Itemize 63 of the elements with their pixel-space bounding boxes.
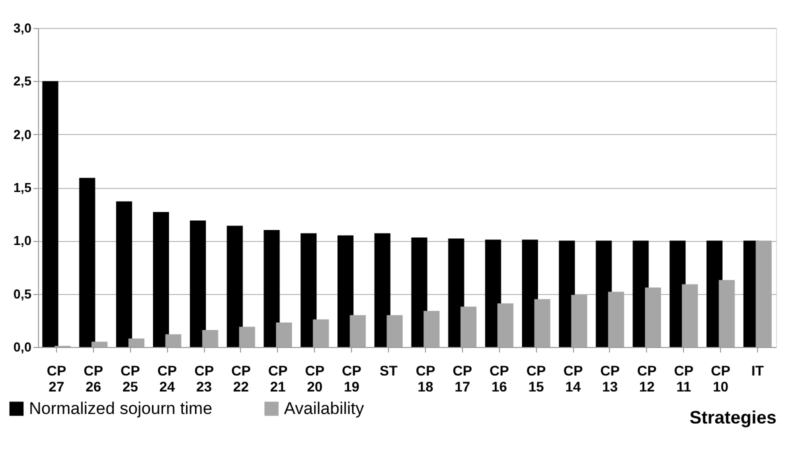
- x-tick-label: CP 24: [157, 362, 177, 394]
- bar: [190, 220, 206, 347]
- bar: [448, 238, 464, 347]
- y-tick-label: 2,0: [13, 126, 32, 142]
- x-tick-label: CP 12: [637, 362, 657, 394]
- bar: [608, 292, 624, 347]
- bar: [312, 319, 329, 347]
- bar: [485, 240, 502, 347]
- bar: [239, 326, 256, 347]
- x-axis-title: Strategies: [689, 408, 776, 428]
- x-tick-label: CP 22: [231, 362, 251, 394]
- bar: [92, 342, 108, 347]
- bar: [374, 233, 390, 347]
- x-tick-label: CP 20: [305, 362, 324, 394]
- bar: [165, 334, 182, 347]
- x-tick-label: CP 15: [526, 362, 546, 394]
- bar: [571, 294, 588, 347]
- bar: [497, 303, 514, 347]
- bar: [276, 322, 292, 347]
- bar: [522, 240, 538, 347]
- bar: [338, 235, 354, 347]
- bar: [411, 237, 428, 347]
- x-tick-label: CP 13: [600, 362, 620, 394]
- bar: [645, 287, 661, 347]
- x-tick-label: ST: [380, 362, 398, 378]
- bar: [116, 201, 132, 347]
- y-tick-label: 1,5: [13, 180, 32, 195]
- y-tick-label: 0,0: [13, 340, 32, 354]
- bar: [460, 306, 476, 347]
- bar: [350, 315, 366, 347]
- bar: [300, 233, 317, 347]
- x-tick-label: CP 26: [84, 362, 104, 394]
- legend-label: Availability: [284, 398, 365, 418]
- x-tick-label: CP 10: [710, 362, 730, 394]
- bar: [226, 226, 243, 347]
- x-tick-label: CP 17: [452, 362, 472, 394]
- bar: [534, 299, 550, 347]
- bar: [682, 284, 698, 347]
- bar: [153, 212, 169, 347]
- x-tick-label: CP 18: [416, 362, 436, 394]
- bar: [42, 81, 58, 347]
- bar: [424, 310, 440, 347]
- bar: [718, 280, 735, 347]
- bar: [386, 315, 403, 347]
- bar: [202, 330, 218, 347]
- y-tick-label: 2,5: [13, 74, 32, 89]
- y-tick-label: 0,5: [13, 286, 32, 302]
- y-tick-label: 1,0: [13, 233, 32, 248]
- bar: [264, 230, 280, 347]
- bar: [756, 240, 772, 347]
- x-tick-label: CP 14: [563, 362, 583, 394]
- bar: [79, 178, 96, 347]
- x-tick-label: CP 27: [46, 362, 66, 394]
- x-tick-label: CP 11: [674, 362, 694, 394]
- bar: [128, 338, 144, 347]
- legend-label: Normalized sojourn time: [29, 398, 212, 418]
- x-tick-label: CP 21: [268, 362, 288, 394]
- x-tick-label: IT: [751, 362, 764, 378]
- x-tick-label: CP 16: [490, 362, 509, 394]
- x-tick-label: CP 19: [342, 362, 362, 394]
- x-tick-label: CP 23: [194, 362, 214, 394]
- y-tick-label: 3,0: [13, 20, 32, 36]
- x-tick-label: CP 25: [120, 362, 140, 394]
